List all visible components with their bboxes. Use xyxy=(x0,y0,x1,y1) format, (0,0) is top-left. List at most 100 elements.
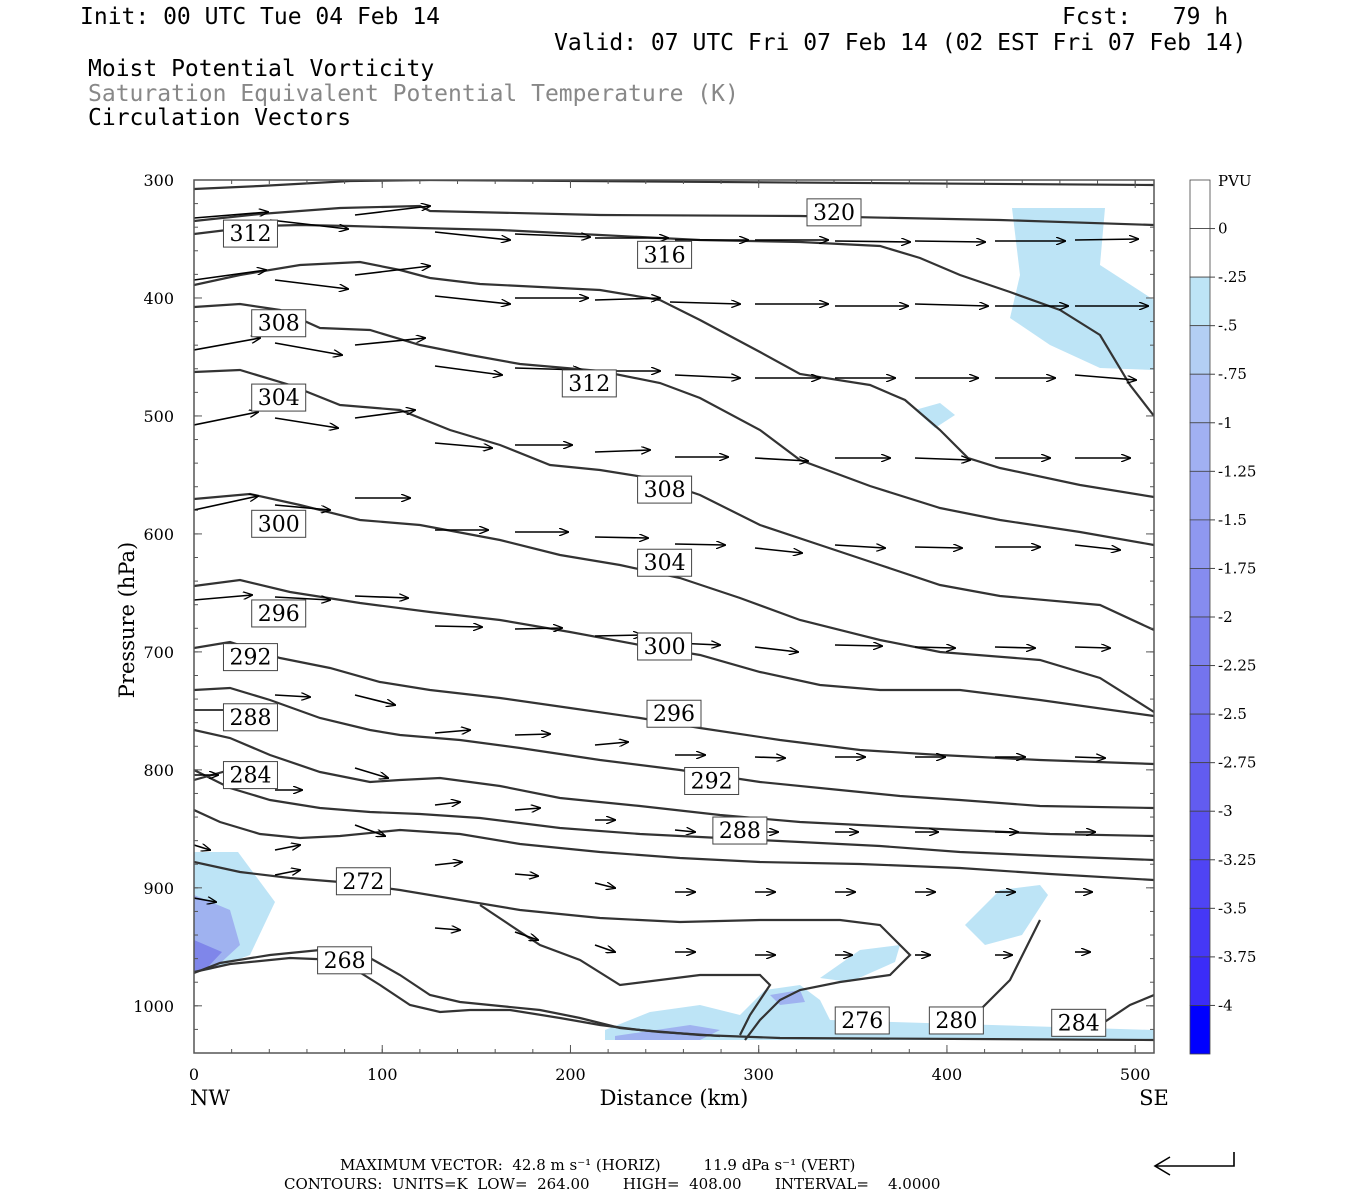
svg-text:312: 312 xyxy=(229,222,271,247)
valid-time: Valid: 07 UTC Fri 07 Feb 14 (02 EST Fri … xyxy=(554,30,1247,56)
svg-text:300: 300 xyxy=(644,635,686,660)
x-right-direction: SE xyxy=(1139,1086,1169,1110)
circulation-vector xyxy=(434,928,460,930)
circulation-vector xyxy=(434,295,510,304)
pv-colorbar: 0 -.25 -.5 -.75 -1 -1.25 -1.5 -1.75 -2 -2.25 -2.5 -… xyxy=(1189,179,1256,1055)
colorbar-swatch xyxy=(1189,568,1211,618)
circulation-vector xyxy=(834,545,885,548)
contour-line xyxy=(194,223,1154,417)
circulation-vector xyxy=(434,442,492,448)
contour-label: 308 xyxy=(251,309,307,338)
contour-label: 280 xyxy=(928,1006,984,1035)
circulation-vector xyxy=(434,626,482,627)
contour-line xyxy=(194,302,1154,547)
circulation-vector xyxy=(354,767,388,778)
svg-text:316: 316 xyxy=(644,243,686,268)
y-tick-label: 900 xyxy=(143,879,174,898)
circulation-vector xyxy=(434,862,462,865)
circulation-vector xyxy=(914,547,962,548)
circulation-vector xyxy=(274,417,338,428)
colorbar-swatch xyxy=(1189,228,1211,278)
circulation-vector xyxy=(354,824,385,836)
pv-region-left-core2 xyxy=(194,940,222,972)
circulation-vector xyxy=(354,596,408,598)
circulation-vector xyxy=(194,898,216,902)
circulation-vector xyxy=(514,628,562,629)
y-axis-label: Pressure (hPa) xyxy=(115,542,139,698)
axis-tick-labels: 0 100 200 300 400 500 300 400 500 600 700 800 900 100… xyxy=(133,171,1150,1084)
contour-line xyxy=(194,368,1154,631)
contour-label: 300 xyxy=(637,632,693,661)
circulation-vector xyxy=(194,595,252,601)
contour-label: 292 xyxy=(222,643,278,672)
colorbar-swatch xyxy=(1189,616,1211,666)
circulation-vector xyxy=(594,883,615,888)
contour-line xyxy=(194,640,1154,766)
colorbar-label: -3 xyxy=(1218,802,1233,820)
svg-text:288: 288 xyxy=(229,706,271,731)
colorbar-swatch xyxy=(1189,1005,1211,1055)
circulation-vector xyxy=(194,338,260,351)
colorbar-label: -1.5 xyxy=(1218,511,1247,529)
x-tick-label: 200 xyxy=(555,1065,586,1084)
colorbar-label: -4 xyxy=(1218,996,1233,1014)
x-tick-label: 400 xyxy=(932,1065,963,1084)
circulation-vector xyxy=(994,647,1035,648)
circulation-vector xyxy=(674,375,740,378)
colorbar-label: -3.75 xyxy=(1218,948,1256,966)
circulation-vector xyxy=(354,206,430,216)
circulation-vector xyxy=(194,845,210,850)
circulation-vector xyxy=(274,597,330,600)
svg-text:284: 284 xyxy=(229,764,271,789)
circulation-vector xyxy=(434,231,510,240)
colorbar-swatch xyxy=(1189,325,1211,375)
plot-frame xyxy=(193,179,1155,1054)
colorbar-swatch xyxy=(1189,907,1211,958)
pv-region-center-blob xyxy=(820,945,900,982)
contour-label: 296 xyxy=(646,699,702,728)
contour-label: 300 xyxy=(251,509,307,538)
contour-label: 304 xyxy=(637,548,693,577)
colorbar-label: -2.5 xyxy=(1218,705,1247,723)
svg-text:284: 284 xyxy=(1058,1011,1100,1036)
colorbar-label: -3.25 xyxy=(1218,851,1256,869)
colorbar-swatch xyxy=(1189,859,1211,909)
theta-es-contours xyxy=(194,180,1154,1042)
circulation-vector xyxy=(594,537,648,538)
contour-line xyxy=(194,956,1154,1042)
svg-text:308: 308 xyxy=(644,478,686,503)
colorbar-label: -1 xyxy=(1218,414,1233,432)
svg-text:312: 312 xyxy=(568,372,610,397)
colorbar-label: -1.75 xyxy=(1218,559,1256,577)
contour-label: 312 xyxy=(561,369,617,398)
contour-line xyxy=(194,728,1154,838)
circulation-vector xyxy=(594,742,628,745)
contour-line xyxy=(194,769,1154,862)
title-vectors: Circulation Vectors xyxy=(88,105,352,131)
pv-region-right-blob xyxy=(965,885,1048,945)
contour-line xyxy=(194,204,1154,227)
pv-region-bottom xyxy=(605,985,1154,1040)
circulation-vector xyxy=(274,695,310,697)
svg-text:304: 304 xyxy=(258,386,300,411)
circulation-vector xyxy=(1074,374,1136,380)
circulation-vector xyxy=(434,802,460,805)
svg-text:304: 304 xyxy=(644,551,686,576)
svg-text:280: 280 xyxy=(935,1009,977,1034)
svg-text:288: 288 xyxy=(719,819,761,844)
circulation-vector xyxy=(754,458,808,461)
colorbar-swatch xyxy=(1189,956,1211,1006)
x-axis-label: Distance (km) xyxy=(600,1086,749,1110)
y-tick-label: 400 xyxy=(143,289,174,308)
contour-line xyxy=(194,492,1154,713)
circulation-vector xyxy=(914,647,955,648)
circulation-vector xyxy=(354,266,430,276)
circulation-vectors xyxy=(194,206,1148,955)
svg-text:276: 276 xyxy=(841,1009,883,1034)
circulation-vector xyxy=(754,646,798,652)
circulation-vector xyxy=(594,944,615,952)
colorbar-swatch xyxy=(1189,179,1211,229)
svg-text:292: 292 xyxy=(229,646,271,671)
circulation-vector xyxy=(514,234,590,237)
contour-label: 268 xyxy=(317,946,373,975)
